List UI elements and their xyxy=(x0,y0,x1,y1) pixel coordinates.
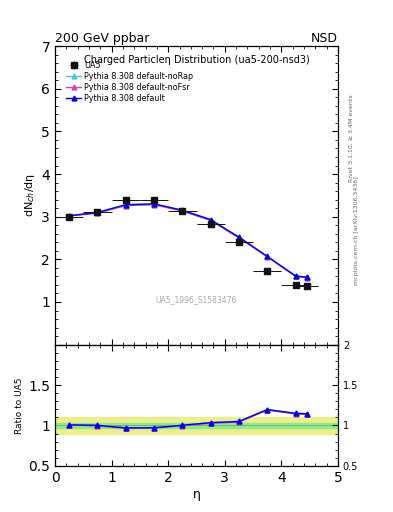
Pythia 8.308 default xyxy=(305,274,309,280)
Pythia 8.308 default xyxy=(95,209,100,216)
Pythia 8.308 default xyxy=(67,213,72,219)
Pythia 8.308 default xyxy=(265,253,270,260)
Line: Pythia 8.308 default-noFsr: Pythia 8.308 default-noFsr xyxy=(67,202,309,280)
Y-axis label: Ratio to UA5: Ratio to UA5 xyxy=(15,377,24,434)
Pythia 8.308 default xyxy=(208,217,213,223)
Text: NSD: NSD xyxy=(311,32,338,45)
Pythia 8.308 default xyxy=(152,201,156,207)
Text: mcplots.cern.ch [arXiv:1306.3436]: mcplots.cern.ch [arXiv:1306.3436] xyxy=(354,176,359,285)
Legend: UA5, Pythia 8.308 default-noRap, Pythia 8.308 default-noFsr, Pythia 8.308 defaul: UA5, Pythia 8.308 default-noRap, Pythia … xyxy=(65,59,195,104)
Pythia 8.308 default-noFsr xyxy=(237,235,241,241)
Text: 200 GeV ppbar: 200 GeV ppbar xyxy=(55,32,149,45)
Bar xyxy=(55,423,338,428)
Pythia 8.308 default-noRap xyxy=(123,202,128,208)
Pythia 8.308 default-noRap xyxy=(237,234,241,240)
Text: UA5_1996_S1583476: UA5_1996_S1583476 xyxy=(156,295,237,304)
Pythia 8.308 default-noRap xyxy=(305,274,309,280)
Pythia 8.308 default xyxy=(237,234,241,240)
Pythia 8.308 default-noFsr xyxy=(208,218,213,224)
Pythia 8.308 default-noFsr xyxy=(305,274,309,281)
Pythia 8.308 default-noRap xyxy=(152,201,156,207)
Pythia 8.308 default-noRap xyxy=(265,253,270,260)
Pythia 8.308 default-noFsr xyxy=(293,273,298,280)
Pythia 8.308 default xyxy=(293,273,298,279)
Pythia 8.308 default-noRap xyxy=(67,213,72,219)
Pythia 8.308 default-noFsr xyxy=(265,254,270,260)
Text: Rivet 3.1.10, ≥ 3.4M events: Rivet 3.1.10, ≥ 3.4M events xyxy=(349,94,354,182)
Pythia 8.308 default xyxy=(123,202,128,208)
Pythia 8.308 default-noRap xyxy=(95,209,100,216)
Text: Charged Particleη Distribution (ua5-200-nsd3): Charged Particleη Distribution (ua5-200-… xyxy=(84,55,309,65)
Y-axis label: dN$_{ch}$/dη: dN$_{ch}$/dη xyxy=(23,174,37,217)
Line: Pythia 8.308 default: Pythia 8.308 default xyxy=(67,201,309,280)
Pythia 8.308 default-noFsr xyxy=(180,208,185,214)
Pythia 8.308 default-noFsr xyxy=(67,213,72,219)
Pythia 8.308 default-noFsr xyxy=(123,203,128,209)
Pythia 8.308 default-noRap xyxy=(180,207,185,214)
Pythia 8.308 default xyxy=(180,207,185,214)
Pythia 8.308 default-noRap xyxy=(208,217,213,223)
Bar xyxy=(55,417,338,434)
Pythia 8.308 default-noRap xyxy=(293,273,298,279)
Pythia 8.308 default-noFsr xyxy=(152,202,156,208)
X-axis label: η: η xyxy=(193,487,200,501)
Line: Pythia 8.308 default-noRap: Pythia 8.308 default-noRap xyxy=(67,201,309,280)
Pythia 8.308 default-noFsr xyxy=(95,210,100,217)
